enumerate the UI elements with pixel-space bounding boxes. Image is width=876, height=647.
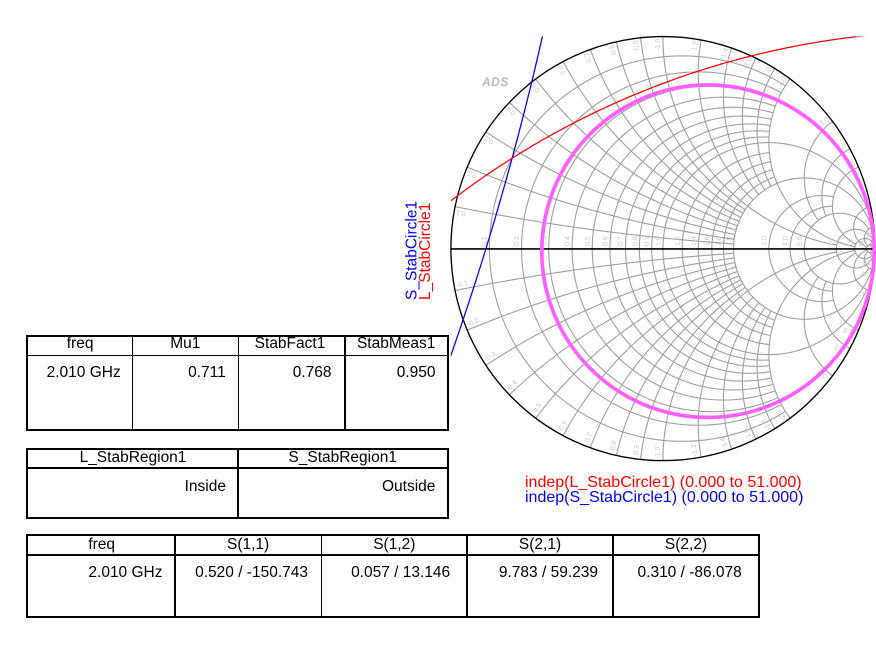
svg-text:-0.3: -0.3	[483, 351, 497, 364]
svg-text:0.6: 0.6	[603, 236, 610, 246]
svg-text:0.9: 0.9	[644, 236, 651, 246]
svg-text:ADS: ADS	[481, 75, 509, 89]
svg-text:-0.8: -0.8	[609, 440, 619, 453]
svg-text:2.0: 2.0	[777, 76, 789, 88]
svg-text:S_StabCircle1: S_StabCircle1	[404, 201, 421, 300]
svg-text:0.8: 0.8	[609, 44, 618, 55]
svg-text:10: 10	[859, 199, 868, 207]
svg-text:-1.2: -1.2	[691, 443, 700, 456]
svg-text:0.6: 0.6	[557, 64, 568, 76]
svg-text:4.0: 4.0	[836, 143, 848, 154]
svg-text:1.4: 1.4	[720, 47, 730, 59]
svg-text:3.0: 3.0	[762, 236, 769, 246]
svg-text:0.5: 0.5	[530, 81, 542, 93]
svg-text:-0.5: -0.5	[531, 402, 544, 416]
svg-text:1.0: 1.0	[655, 38, 662, 48]
svg-text:-5.0: -5.0	[842, 326, 856, 337]
svg-text:0.8: 0.8	[632, 236, 639, 246]
svg-text:-1.0: -1.0	[655, 446, 662, 458]
svg-text:-0.4: -0.4	[505, 379, 519, 392]
svg-text:-0.6: -0.6	[557, 419, 569, 433]
svg-text:0.2: 0.2	[466, 169, 478, 179]
svg-text:4.0: 4.0	[783, 236, 790, 246]
svg-text:L_StabCircle1: L_StabCircle1	[417, 203, 434, 300]
svg-text:0.4: 0.4	[505, 104, 517, 116]
svg-text:50: 50	[865, 232, 873, 239]
svg-text:20: 20	[863, 220, 872, 228]
svg-text:1.2: 1.2	[691, 40, 700, 51]
svg-text:0.2: 0.2	[514, 236, 521, 246]
svg-text:3.0: 3.0	[818, 116, 830, 128]
svg-text:10: 10	[829, 238, 836, 246]
svg-text:50: 50	[859, 238, 866, 246]
svg-text:-0.9: -0.9	[633, 444, 641, 457]
svg-text:1.0: 1.0	[656, 236, 663, 246]
svg-text:1.6: 1.6	[743, 56, 754, 68]
svg-text:1.2: 1.2	[675, 236, 682, 246]
svg-text:1.6: 1.6	[704, 236, 711, 246]
svg-text:0.1: 0.1	[482, 236, 489, 246]
svg-text:2.0: 2.0	[726, 236, 733, 246]
svg-text:-2.0: -2.0	[775, 407, 788, 421]
svg-text:0.1: 0.1	[455, 208, 466, 217]
svg-text:1.8: 1.8	[762, 66, 773, 78]
svg-text:0.7: 0.7	[618, 236, 625, 246]
svg-text:0.4: 0.4	[565, 236, 572, 246]
svg-text:0.5: 0.5	[585, 236, 592, 246]
svg-text:0.3: 0.3	[541, 236, 548, 246]
svg-text:-10: -10	[857, 289, 868, 298]
svg-text:-1.6: -1.6	[742, 427, 754, 441]
svg-text:-1.4: -1.4	[720, 436, 731, 450]
svg-text:1.8: 1.8	[716, 236, 723, 246]
svg-text:-0.1: -0.1	[456, 280, 469, 289]
svg-text:0.9: 0.9	[633, 40, 641, 51]
svg-text:20: 20	[847, 238, 854, 246]
svg-text:-20: -20	[861, 269, 872, 277]
svg-text:-0.7: -0.7	[584, 432, 595, 446]
svg-text:1.4: 1.4	[691, 236, 698, 246]
svg-text:-0.2: -0.2	[466, 317, 480, 328]
svg-text:0.3: 0.3	[483, 134, 495, 145]
svg-text:0.7: 0.7	[583, 52, 593, 64]
svg-text:-50: -50	[862, 258, 872, 265]
svg-text:5.0: 5.0	[797, 236, 804, 246]
